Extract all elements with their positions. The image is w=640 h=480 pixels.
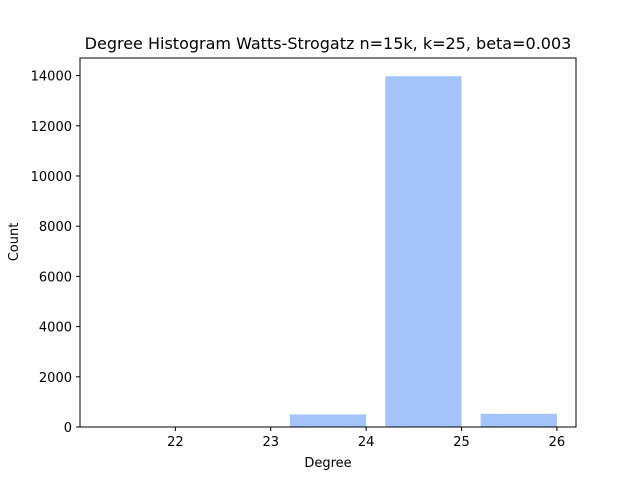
y-tick-label: 4000 [39, 321, 72, 336]
y-axis-label: Count [7, 223, 22, 262]
y-tick-label: 12000 [31, 120, 72, 135]
x-tick-label: 23 [262, 435, 279, 450]
y-tick-label: 10000 [31, 170, 72, 185]
plot-frame [79, 57, 577, 428]
bars [289, 76, 557, 428]
x-tick-label: 26 [549, 435, 566, 450]
y-axis-ticks: 0 2000 4000 6000 8000 10000 12000 14000 [31, 70, 80, 436]
bar-25 [480, 413, 557, 427]
x-axis-label: Degree [304, 456, 351, 471]
bar-24 [385, 76, 462, 428]
x-axis-ticks: 22 23 24 25 26 [167, 427, 565, 450]
x-tick-label: 25 [453, 435, 470, 450]
chart-title: Degree Histogram Watts-Strogatz n=15k, k… [85, 34, 572, 53]
y-tick-label: 0 [64, 421, 72, 436]
y-tick-label: 6000 [39, 270, 72, 285]
x-tick-label: 24 [358, 435, 375, 450]
y-tick-label: 8000 [39, 220, 72, 235]
bar-23 [289, 414, 367, 427]
y-tick-label: 2000 [39, 371, 72, 386]
x-tick-label: 22 [167, 435, 184, 450]
y-tick-label: 14000 [31, 70, 72, 85]
